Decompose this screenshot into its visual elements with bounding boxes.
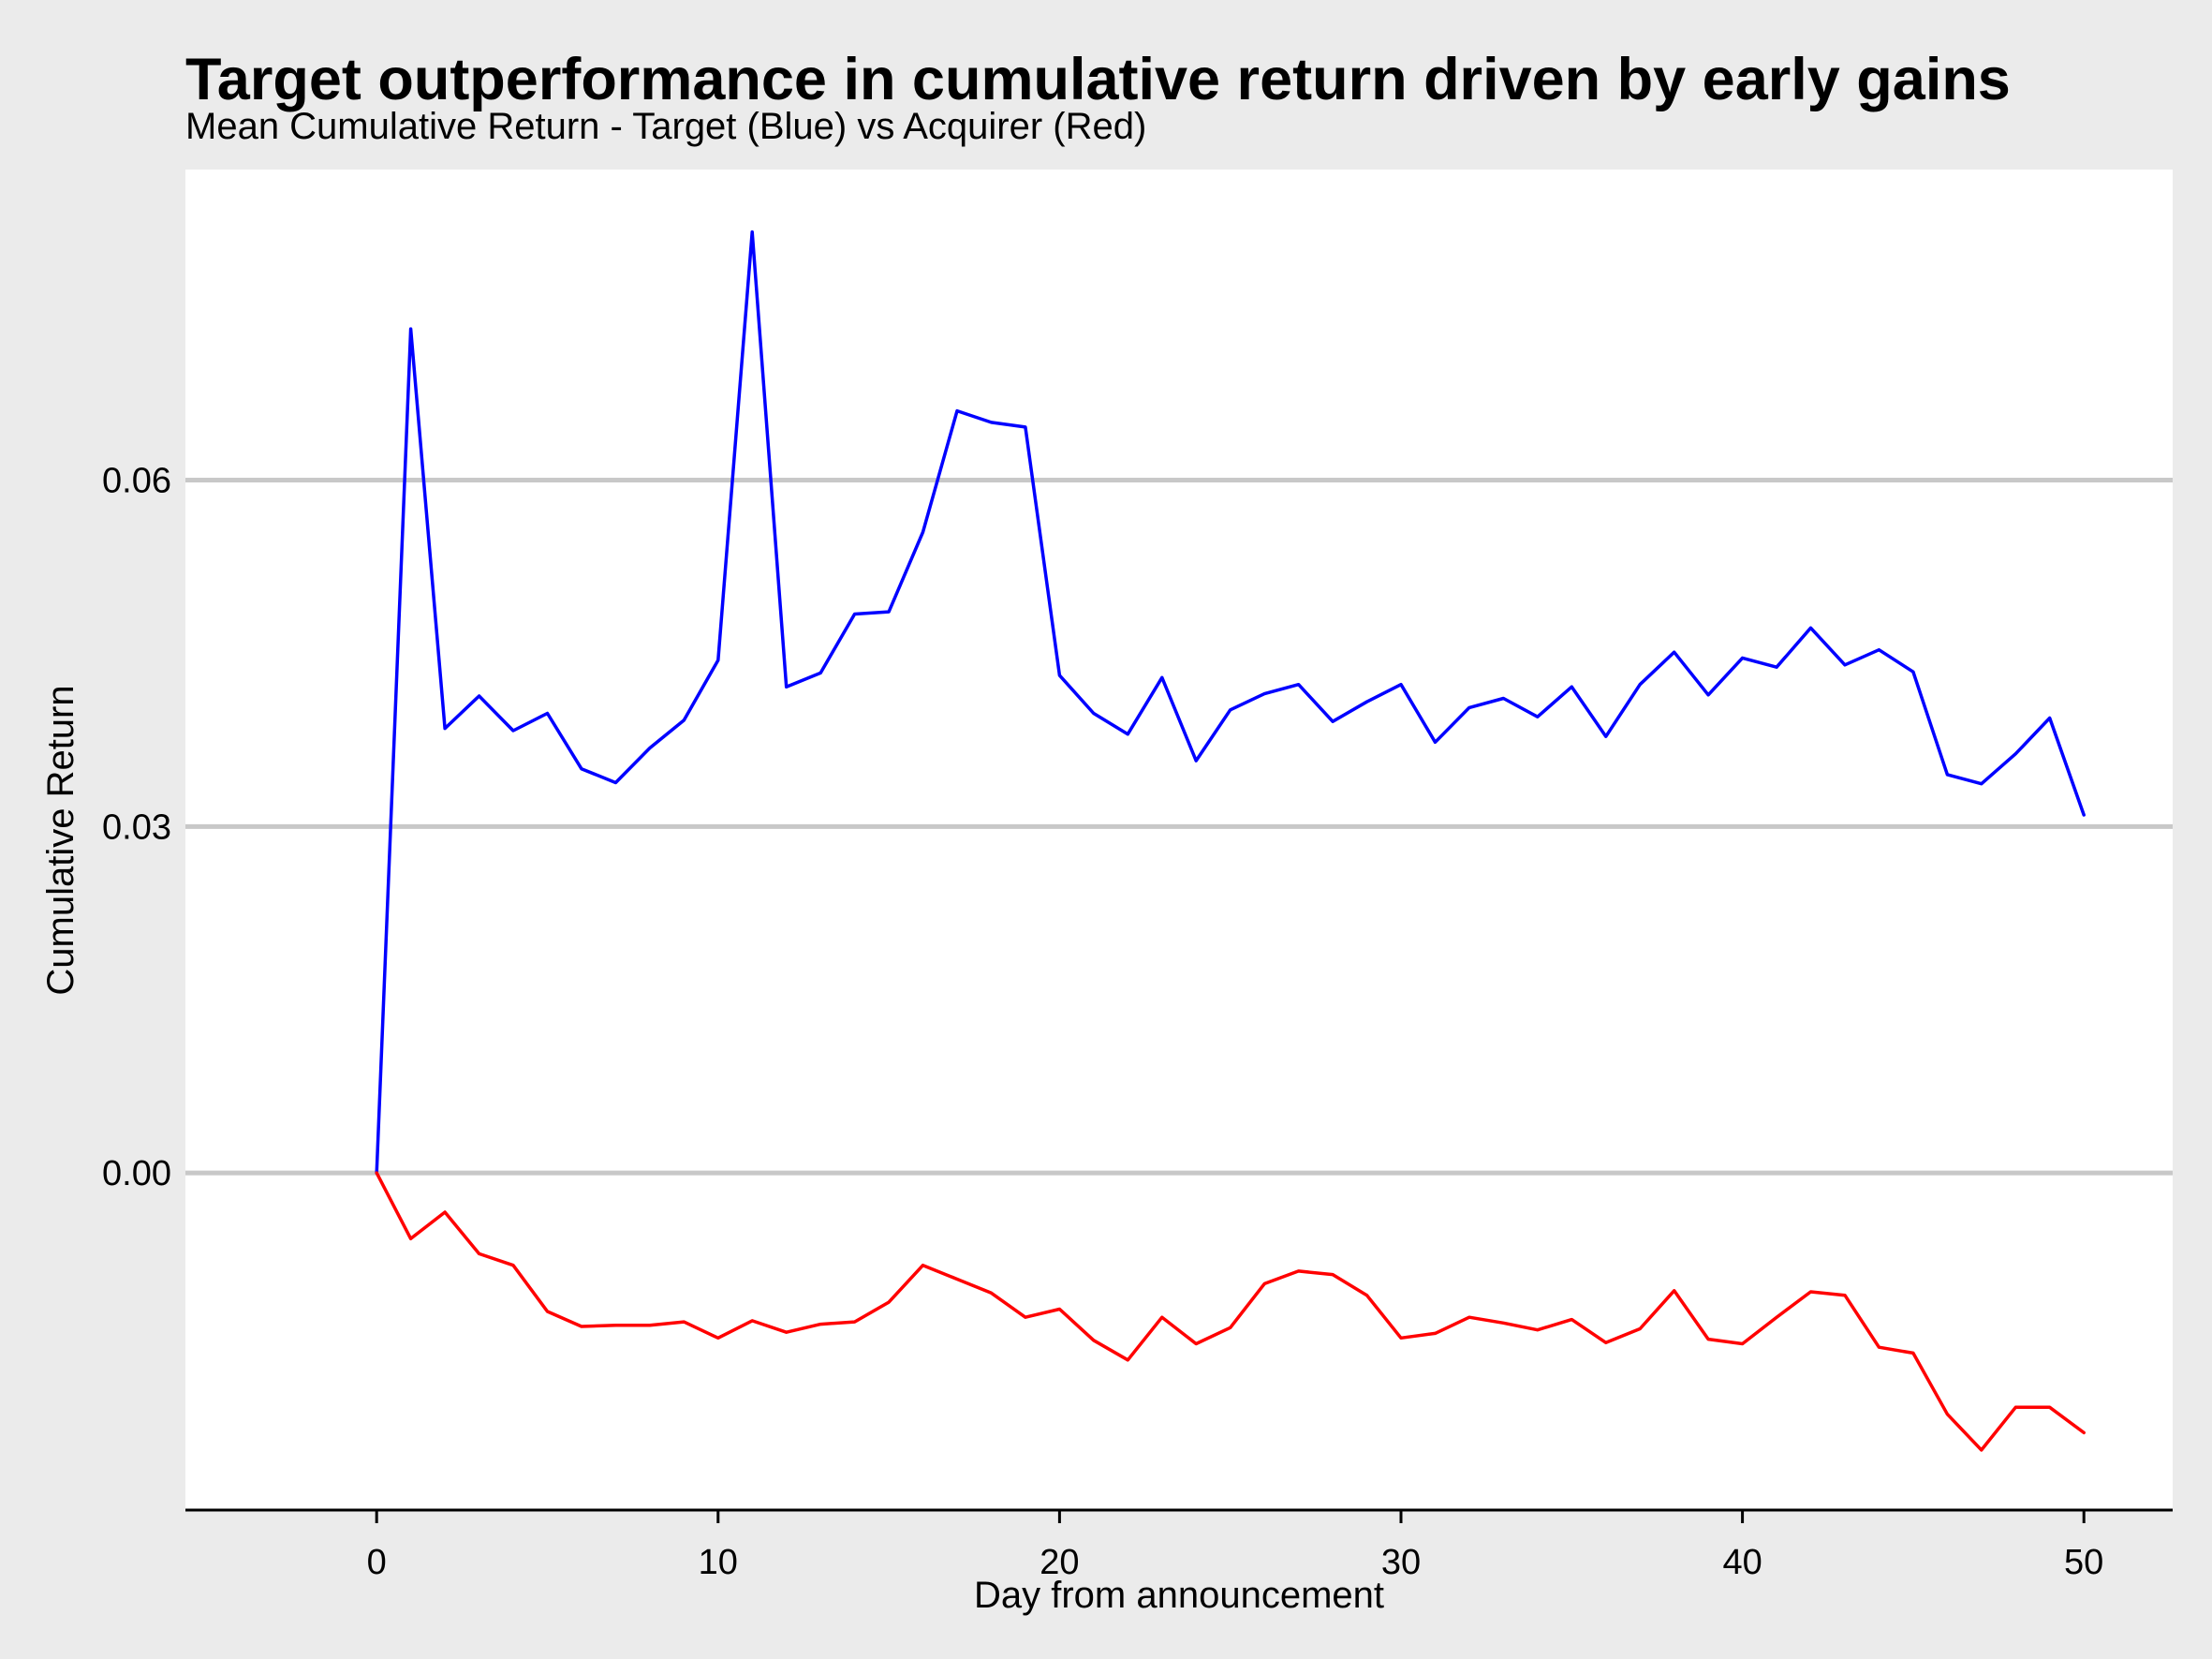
gridlines (185, 478, 2173, 1176)
x-axis-ticks: 0 10 20 30 40 50 (367, 1510, 2103, 1582)
x-tick-label: 50 (2064, 1543, 2103, 1582)
series-line-1 (375, 230, 2086, 1175)
y-tick-label: 0.03 (102, 807, 171, 847)
x-tick-label: 40 (1722, 1543, 1762, 1582)
y-tick-label: 0.00 (102, 1154, 171, 1193)
y-axis-ticks: 0.00 0.03 0.06 (102, 462, 171, 1194)
x-axis-title: Day from announcement (974, 1575, 1384, 1616)
x-tick-label: 20 (1040, 1543, 1079, 1582)
series-line-2 (375, 1171, 2086, 1452)
chart-subtitle: Mean Cumulative Return - Target (Blue) v… (185, 106, 1146, 147)
chart-title: Target outperformance in cumulative retu… (185, 47, 2011, 112)
y-tick-label: 0.06 (102, 462, 171, 501)
x-tick-label: 30 (1381, 1543, 1421, 1582)
x-tick-label: 0 (367, 1543, 387, 1582)
series-layer (375, 230, 2086, 1452)
plot-panel (185, 170, 2173, 1511)
x-tick-label: 10 (699, 1543, 738, 1582)
y-axis-title: Cumulative Return (40, 685, 81, 995)
